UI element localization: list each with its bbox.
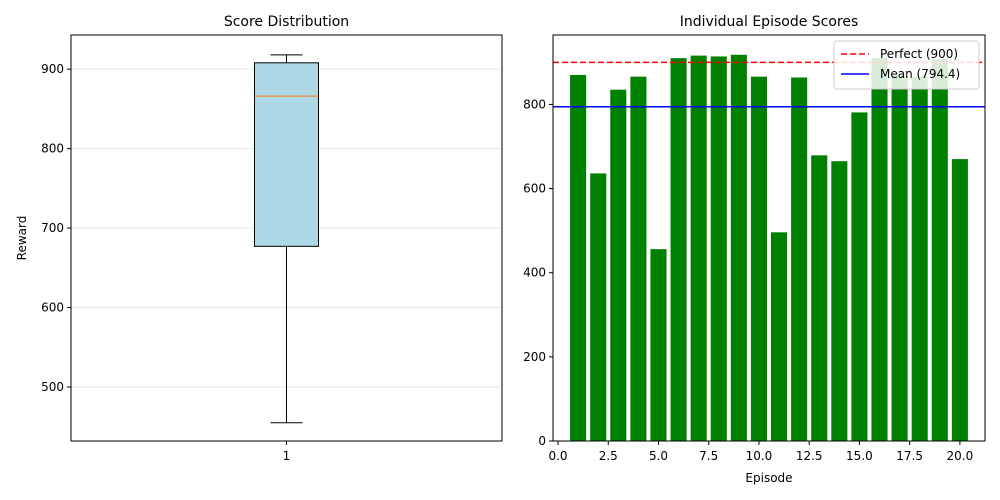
bar-y-tick-label: 200 [523,350,546,364]
episode-bar [690,55,707,442]
box-y-tick-label: 900 [41,62,64,76]
episode-bar [911,76,928,442]
bar-y-tick-label: 0 [538,434,546,448]
episode-bar [931,58,948,441]
bar-x-tick-label: 2.5 [599,449,618,463]
episode-bar [710,56,727,441]
box-plot-title: Score Distribution [224,14,349,30]
box-y-tick-label: 800 [41,142,64,156]
bar-chart-panel: Individual Episode Scores 0200400600800 … [523,14,986,485]
bar-x-tick-label: 5.0 [649,449,668,463]
bar-chart-x-ticks: 0.0 2.5 5.0 7.5 10.0 12.5 15.0 17.5 20.0 [548,441,973,463]
legend-items: Perfect (900) Mean (794.4) [841,47,960,81]
interquartile-box [254,62,319,247]
episode-bar [590,173,607,442]
bar-x-tick-label: 12.5 [796,449,823,463]
episode-bar [570,74,587,442]
legend-box [833,40,980,90]
episode-bar [630,76,647,442]
bar-y-tick-label: 400 [523,266,546,280]
bar-x-tick-label: 10.0 [746,449,773,463]
box-y-tick-label: 600 [41,301,64,315]
bar-chart-bars [570,54,968,442]
box-plot-body [254,54,319,424]
episode-bar [750,76,767,442]
bar-chart-title: Individual Episode Scores [680,14,859,30]
box-y-tick-label: 700 [41,221,64,235]
bar-chart-x-axis-label: Episode [745,471,792,485]
episode-bar [791,77,808,442]
bar-chart-y-ticks: 0 200 400 600 800 [523,97,553,448]
box-y-tick-label: 500 [41,380,64,394]
episode-bar [831,161,848,441]
episode-bar [650,249,667,441]
episode-bar [871,58,888,442]
legend-label: Mean (794.4) [880,67,960,81]
episode-bar [610,89,627,441]
episode-bar [771,232,788,441]
bar-x-tick-label: 7.5 [699,449,718,463]
box-plot-frame [70,34,503,442]
episode-bar [670,58,687,442]
box-plot-panel: Score Distribution 500 600 700 800 900 1 Rew… [15,14,503,463]
bar-y-tick-label: 600 [523,182,546,196]
bar-x-tick-label: 15.0 [846,449,873,463]
box-plot-x-ticks: 1 [283,441,291,463]
box-plot-y-ticks: 500 600 700 800 900 [41,62,71,394]
bar-x-tick-label: 20.0 [947,449,974,463]
bar-y-tick-label: 800 [523,97,546,111]
bar-x-tick-label: 17.5 [896,449,923,463]
box-x-tick-label: 1 [283,449,291,463]
episode-bar [730,54,747,441]
bar-chart-frame [552,34,986,442]
legend-label: Perfect (900) [880,47,958,61]
episode-bar [951,159,968,441]
episode-bar [811,155,828,441]
legend: Perfect (900) Mean (794.4) [833,40,980,90]
bar-x-tick-label: 0.0 [548,449,567,463]
box-plot-y-axis-label: Reward [15,216,29,261]
episode-bar [851,112,868,441]
episode-bar [891,74,908,442]
